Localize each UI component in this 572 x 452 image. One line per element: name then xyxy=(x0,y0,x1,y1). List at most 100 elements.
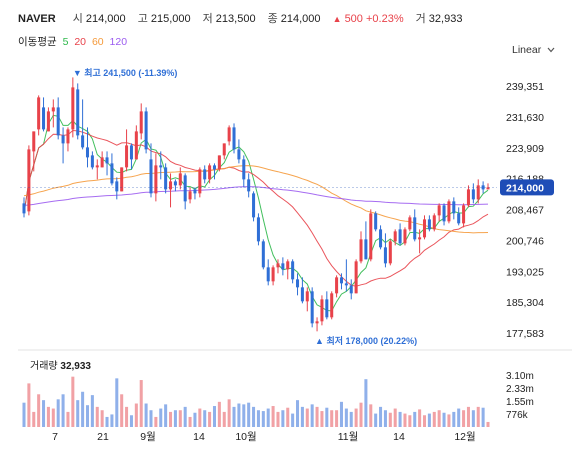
candle-body xyxy=(374,213,378,230)
candle-body xyxy=(310,291,314,324)
candle xyxy=(471,183,475,204)
volume-bar xyxy=(120,394,124,427)
candle xyxy=(388,239,392,266)
candle-body xyxy=(476,185,480,200)
candle-body xyxy=(398,229,402,244)
volume-bar xyxy=(149,410,153,427)
candle-body xyxy=(115,181,119,192)
candle-body xyxy=(349,285,353,294)
candle xyxy=(144,107,148,154)
candle xyxy=(291,259,295,284)
volume-bar xyxy=(95,406,99,427)
volume-bar xyxy=(154,416,158,427)
candle xyxy=(232,123,236,154)
open-value: 214,000 xyxy=(85,13,126,25)
volume-bar xyxy=(471,410,475,427)
candle xyxy=(169,173,173,208)
volume-bar xyxy=(330,410,334,427)
candle-body xyxy=(61,135,65,144)
candle xyxy=(129,143,133,170)
candle-body xyxy=(481,185,485,190)
volume-bar xyxy=(203,410,207,427)
candle-body xyxy=(379,229,383,248)
scale-select-button[interactable]: Linear xyxy=(512,44,555,56)
candle xyxy=(212,163,216,180)
candle-body xyxy=(457,213,461,224)
volume-tick-label: 1.55m xyxy=(506,397,534,408)
candle xyxy=(457,207,461,226)
candle xyxy=(32,131,36,172)
ma120-legend: 120 xyxy=(109,36,128,48)
candle-body xyxy=(271,267,275,282)
candle-body xyxy=(354,261,358,294)
volume-bar xyxy=(398,411,402,427)
ma60-legend: 60 xyxy=(91,36,104,48)
volume-bar xyxy=(466,406,470,427)
change-value: 500 xyxy=(344,13,363,25)
candle-body xyxy=(212,165,216,170)
candle xyxy=(354,259,358,294)
candle xyxy=(315,317,319,332)
candle-body xyxy=(193,189,197,194)
ma-legend-label: 이동평균 xyxy=(18,36,57,48)
candle xyxy=(120,167,124,192)
candle-body xyxy=(393,231,397,242)
volume-bar xyxy=(81,391,85,427)
x-tick-label: 11월 xyxy=(338,431,359,443)
candle-body xyxy=(42,107,46,130)
candle-body xyxy=(364,239,368,260)
candle xyxy=(437,203,441,222)
x-tick-label: 21 xyxy=(97,431,109,443)
candle xyxy=(266,259,270,286)
candle-body xyxy=(129,145,133,160)
candle-body xyxy=(222,143,226,156)
candle-body xyxy=(466,189,470,206)
volume-tick-label: 2.33m xyxy=(506,384,534,395)
candle xyxy=(413,209,417,242)
candle xyxy=(37,95,41,136)
candle xyxy=(46,107,50,132)
volume-bar xyxy=(393,408,397,427)
candle xyxy=(320,295,324,326)
ma5-legend: 5 xyxy=(62,36,69,48)
candle xyxy=(100,151,104,168)
candle-body xyxy=(252,193,256,218)
candle-body xyxy=(276,263,280,268)
candle xyxy=(432,213,436,232)
candle-body xyxy=(178,173,182,186)
candle xyxy=(159,151,163,180)
candle-body xyxy=(432,215,436,230)
volume-bar xyxy=(256,410,260,427)
volume-bar xyxy=(115,378,119,427)
volume-bar xyxy=(46,406,50,427)
high-value: 215,000 xyxy=(150,13,191,25)
high-label: 고 xyxy=(137,13,148,25)
candle-body xyxy=(110,163,114,184)
volume-bar xyxy=(457,408,461,427)
candle xyxy=(286,259,290,280)
candle xyxy=(374,211,378,232)
x-tick-label: 14 xyxy=(393,431,405,443)
candle-body xyxy=(286,261,290,270)
candle-body xyxy=(203,169,207,180)
candle xyxy=(217,155,221,172)
volume-bar xyxy=(183,406,187,427)
volume-bar xyxy=(100,410,104,427)
candle xyxy=(81,99,85,150)
candle-body xyxy=(22,203,26,214)
candle-body xyxy=(144,111,148,150)
candle-body xyxy=(105,157,109,164)
volume-bar xyxy=(125,406,129,427)
candle-body xyxy=(46,111,50,132)
volume-bar xyxy=(42,400,46,427)
candle-body xyxy=(452,201,456,214)
candle-body xyxy=(27,149,31,212)
volume-bar xyxy=(85,405,90,427)
candle-body xyxy=(217,155,221,170)
volume-bar xyxy=(339,401,343,427)
candle-body xyxy=(261,241,265,268)
volume-bar xyxy=(37,394,41,427)
candle xyxy=(76,83,80,140)
candle xyxy=(164,163,168,194)
